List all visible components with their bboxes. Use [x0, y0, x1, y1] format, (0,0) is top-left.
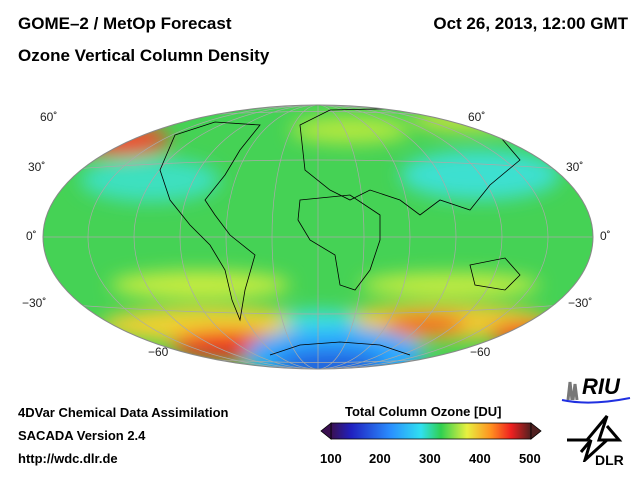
lat-label-left-30: 30˚	[28, 160, 46, 174]
lat-label-right-m60: −60	[470, 345, 491, 359]
riu-logo: RIU	[560, 374, 635, 404]
footer-url[interactable]: http://wdc.dlr.de	[18, 451, 118, 466]
lat-label-right-0: 0˚	[600, 229, 611, 243]
ozone-field	[43, 105, 593, 369]
lat-label-left-0: 0˚	[26, 229, 37, 243]
colorbar-tick-400: 400	[469, 451, 491, 466]
colorbar-tick-100: 100	[320, 451, 342, 466]
dlr-logo-text: DLR	[595, 452, 624, 468]
colorbar-tick-300: 300	[419, 451, 441, 466]
forecast-datetime: Oct 26, 2013, 12:00 GMT	[433, 14, 628, 33]
colorbar-tick-500: 500	[519, 451, 541, 466]
footer-version: SACADA Version 2.4	[18, 428, 146, 443]
lat-label-left-m30: −30˚	[22, 296, 47, 310]
lat-label-right-60: 60˚	[468, 110, 486, 124]
riu-logo-text: RIU	[582, 374, 620, 399]
lat-label-left-60: 60˚	[40, 110, 58, 124]
lat-label-right-m30: −30˚	[568, 296, 593, 310]
footer-method: 4DVar Chemical Data Assimilation	[18, 405, 229, 420]
lat-label-left-m60: −60	[148, 345, 169, 359]
map-border	[42, 104, 594, 370]
figure-title: GOME–2 / MetOp Forecast	[18, 14, 232, 33]
colorbar-title: Total Column Ozone [DU]	[345, 404, 502, 419]
dlr-logo: DLR	[563, 412, 635, 476]
figure-subtitle: Ozone Vertical Column Density	[18, 46, 270, 65]
colorbar-tick-200: 200	[369, 451, 391, 466]
lat-label-right-30: 30˚	[566, 160, 584, 174]
